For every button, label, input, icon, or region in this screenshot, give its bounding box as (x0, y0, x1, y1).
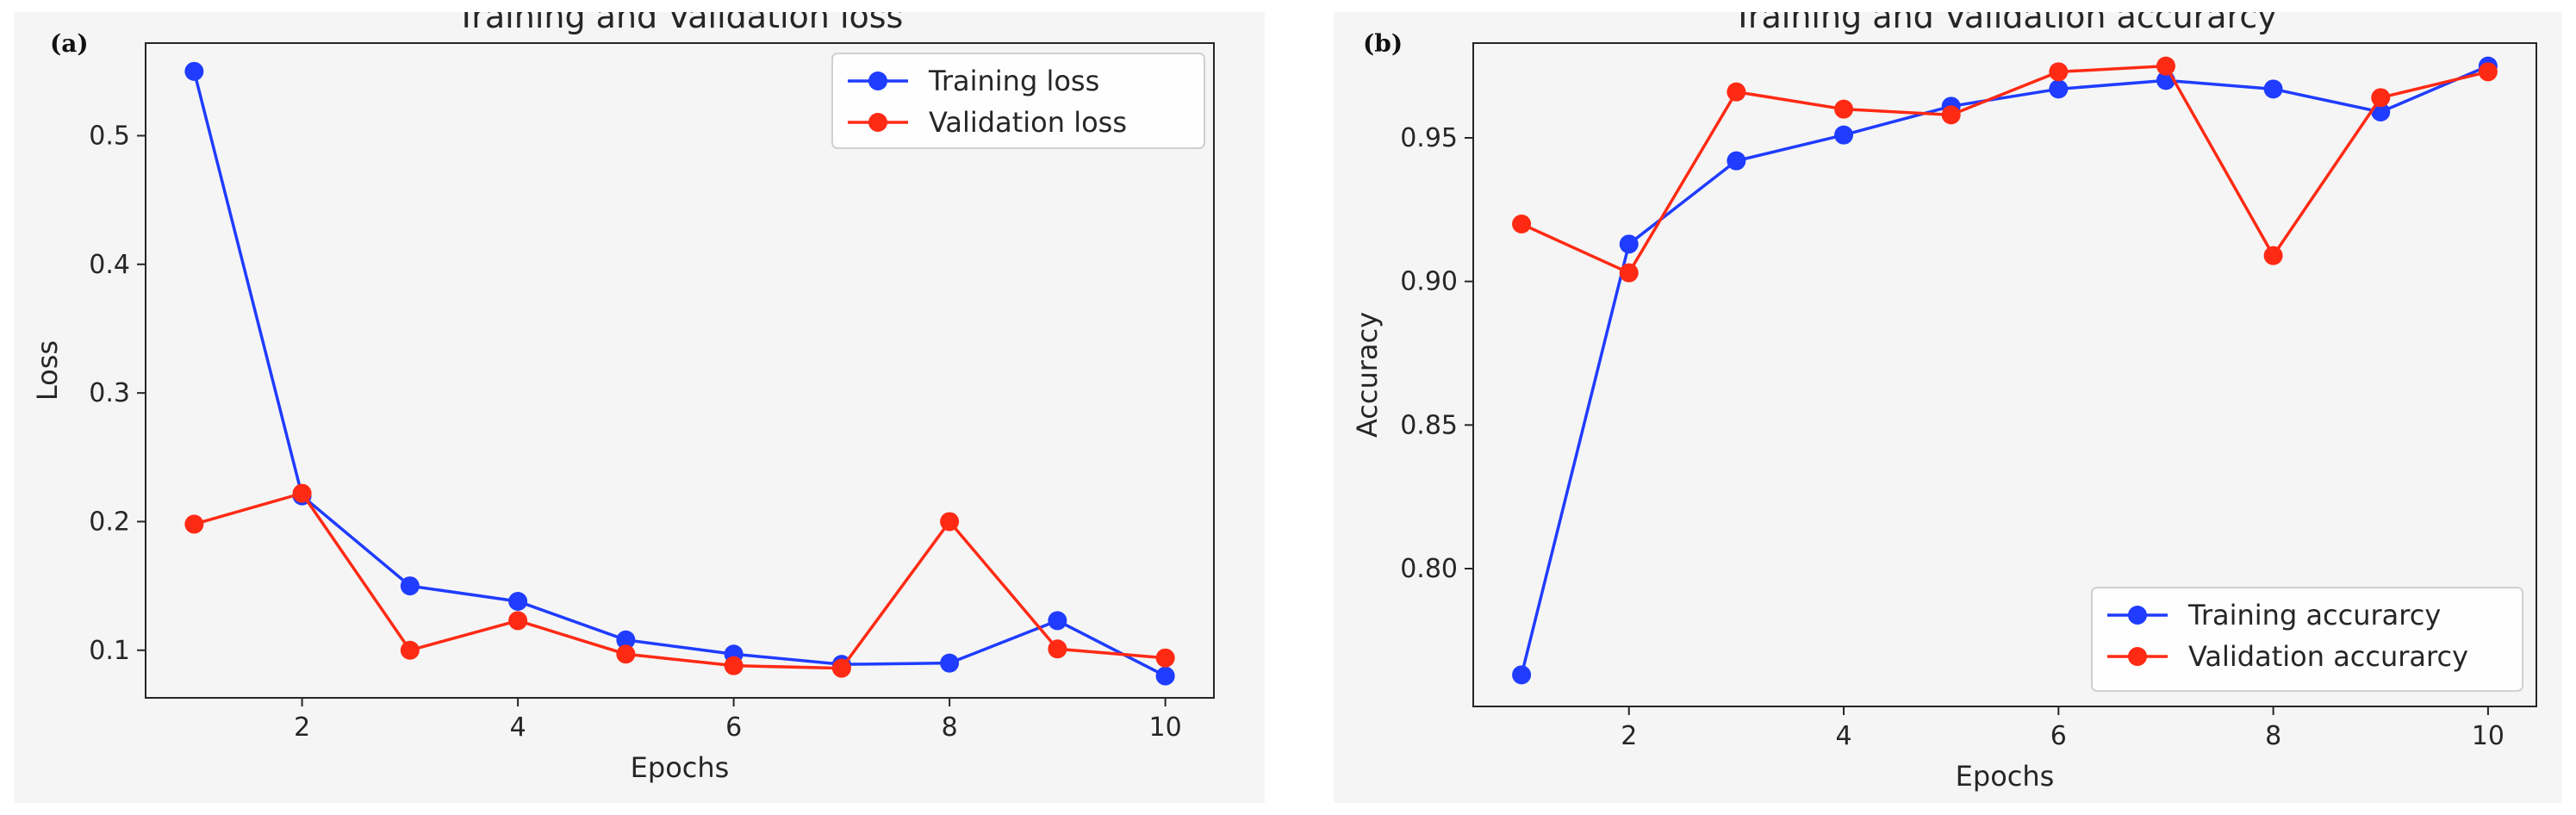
data-point (1834, 125, 1854, 145)
legend-entry: Training accurarcy (2187, 599, 2441, 631)
series-line-training (192, 71, 1167, 678)
data-point (2478, 62, 2498, 82)
series-line-validation (1521, 64, 2489, 275)
x-tick-label: 4 (1835, 721, 1851, 751)
legend-marker (2128, 647, 2147, 666)
data-point (2156, 56, 2175, 76)
legend-marker (868, 72, 887, 90)
y-axis-label: Loss (31, 340, 64, 401)
x-axis-label: Epochs (631, 751, 730, 784)
panel-label: (a) (50, 29, 89, 58)
y-tick-label: 0.3 (89, 378, 130, 408)
chart-title: Training and Validation loss (456, 12, 904, 35)
legend-entry: Training loss (928, 65, 1099, 97)
axes-frame (1472, 42, 2537, 707)
x-tick-label: 6 (2050, 721, 2067, 751)
y-tick-label: 0.4 (89, 250, 130, 280)
data-point (1155, 666, 1175, 686)
y-tick-label: 0.2 (89, 507, 130, 537)
y-tick-label: 0.5 (89, 121, 130, 152)
chart-panel-loss: (a) Training and Validation loss 2 4 6 8 10 0.1… (14, 12, 1265, 803)
chart-panel-accuracy: (b) Training and Validation accurarcy 2 4 6 8… (1334, 12, 2562, 803)
x-tick-label: 8 (2265, 721, 2281, 751)
data-point (616, 644, 636, 664)
data-point (1048, 611, 1067, 631)
x-tick-label: 4 (510, 712, 526, 743)
data-point (1727, 82, 1746, 102)
data-point (1512, 665, 1532, 685)
data-point (400, 576, 420, 596)
legend-marker (2128, 606, 2147, 625)
data-point (508, 592, 528, 612)
legend-entry: Validation loss (929, 106, 1127, 139)
x-tick-label: 6 (725, 712, 742, 743)
data-point (1155, 648, 1175, 668)
axes-frame (145, 42, 1215, 699)
legend-box (831, 53, 1205, 149)
x-axis-label: Epochs (1956, 760, 2055, 793)
y-tick-label: 0.85 (1400, 410, 1458, 440)
data-point (1512, 215, 1532, 233)
data-point (1048, 639, 1067, 659)
legend-box (2091, 587, 2523, 692)
x-tick-label: 10 (1149, 712, 1182, 743)
plot-area (146, 43, 1214, 698)
accuracy-chart: (b) Training and Validation accurarcy 2 4 6 8… (1351, 12, 2537, 793)
y-tick-label: 0.1 (89, 636, 130, 666)
data-point (1619, 263, 1639, 283)
legend-marker (868, 113, 887, 132)
data-point (1834, 99, 1854, 119)
data-point (184, 514, 204, 534)
data-point (616, 630, 636, 650)
legend-entry: Validation accurarcy (2188, 640, 2468, 673)
y-tick-label: 0.95 (1400, 123, 1458, 153)
y-tick-label: 0.80 (1400, 554, 1458, 584)
data-point (724, 656, 744, 675)
data-point (508, 611, 528, 631)
data-point (2263, 79, 2283, 99)
data-point (2263, 246, 2283, 265)
data-point (292, 483, 312, 503)
data-point (940, 653, 960, 673)
series-line-training (1520, 65, 2489, 675)
loss-chart: (a) Training and Validation loss 2 4 6 8 10 0.1… (31, 12, 1215, 784)
x-tick-label: 2 (294, 712, 310, 743)
y-axis-label: Accuracy (1351, 312, 1384, 438)
data-point (400, 640, 420, 660)
data-point (831, 658, 851, 678)
data-point (1727, 151, 1746, 171)
x-tick-label: 2 (1621, 721, 1637, 751)
data-point (184, 61, 204, 81)
data-point (940, 512, 960, 532)
chart-title: Training and Validation accurarcy (1732, 12, 2277, 35)
data-point (1619, 234, 1639, 254)
data-point (2049, 62, 2069, 82)
data-point (2371, 88, 2391, 108)
y-tick-label: 0.90 (1400, 267, 1458, 297)
panel-label: (b) (1363, 29, 1403, 58)
data-point (2049, 79, 2069, 99)
x-tick-label: 8 (942, 712, 958, 743)
x-tick-label: 10 (2472, 721, 2504, 751)
series-line-validation (193, 491, 1166, 670)
data-point (1941, 105, 1961, 125)
